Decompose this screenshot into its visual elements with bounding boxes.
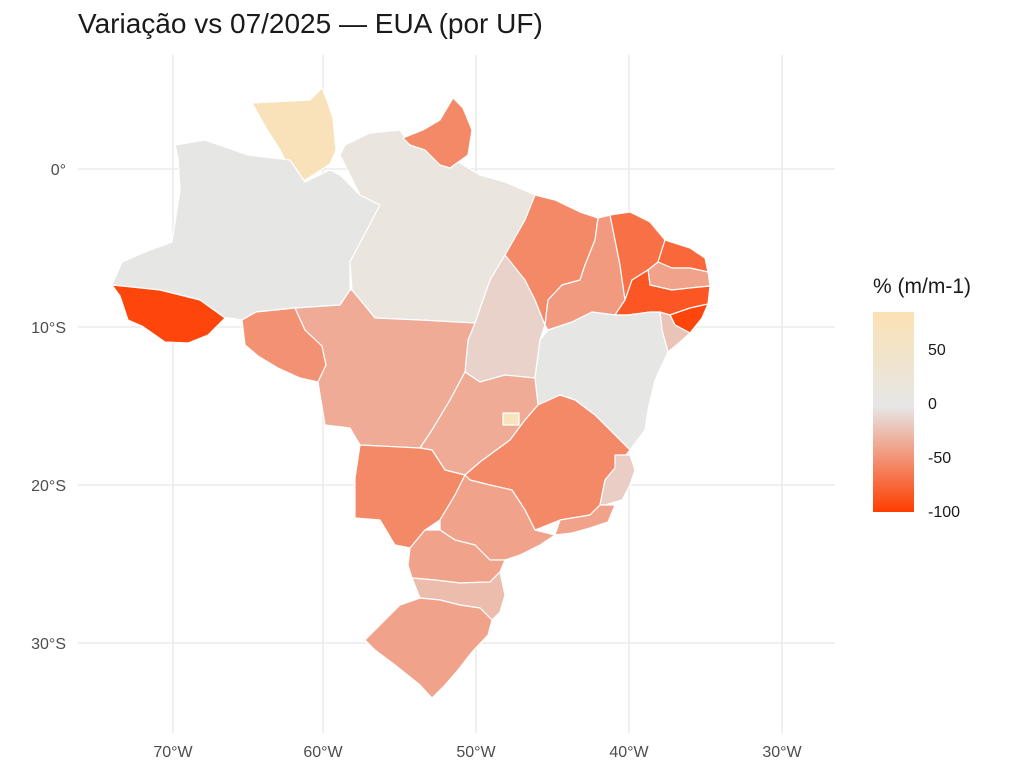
legend-tick-label: -50 — [928, 450, 952, 467]
y-tick-label: 30°S — [31, 636, 66, 653]
x-tick-label: 30°W — [762, 744, 802, 761]
legend-tick-label: 50 — [928, 342, 946, 359]
x-tick-label: 50°W — [456, 744, 496, 761]
state-ap — [402, 97, 473, 169]
state-ac — [111, 284, 226, 344]
states — [111, 87, 711, 699]
state-rs — [364, 597, 493, 699]
legend-tick-label: -100 — [928, 504, 961, 521]
x-tick-label: 60°W — [303, 744, 343, 761]
legend-color-bar — [873, 312, 914, 512]
legend-tick-label: 0 — [928, 396, 937, 413]
y-tick-label: 20°S — [31, 478, 66, 495]
state-es — [599, 454, 636, 506]
state-rj — [554, 504, 616, 536]
x-tick-label: 70°W — [153, 744, 193, 761]
state-ms — [354, 444, 466, 549]
state-df — [502, 412, 520, 426]
x-tick-label: 40°W — [609, 744, 649, 761]
axis-labels: 70°W 60°W 50°W 40°W 30°W 0° 10°S 20°S 30… — [31, 162, 802, 761]
legend-title: % (m/m-1) — [873, 275, 971, 298]
map-title: Variação vs 07/2025 — EUA (por UF) — [78, 8, 543, 39]
y-tick-label: 0° — [51, 162, 66, 179]
y-tick-label: 10°S — [31, 320, 66, 337]
state-rr — [251, 87, 337, 191]
